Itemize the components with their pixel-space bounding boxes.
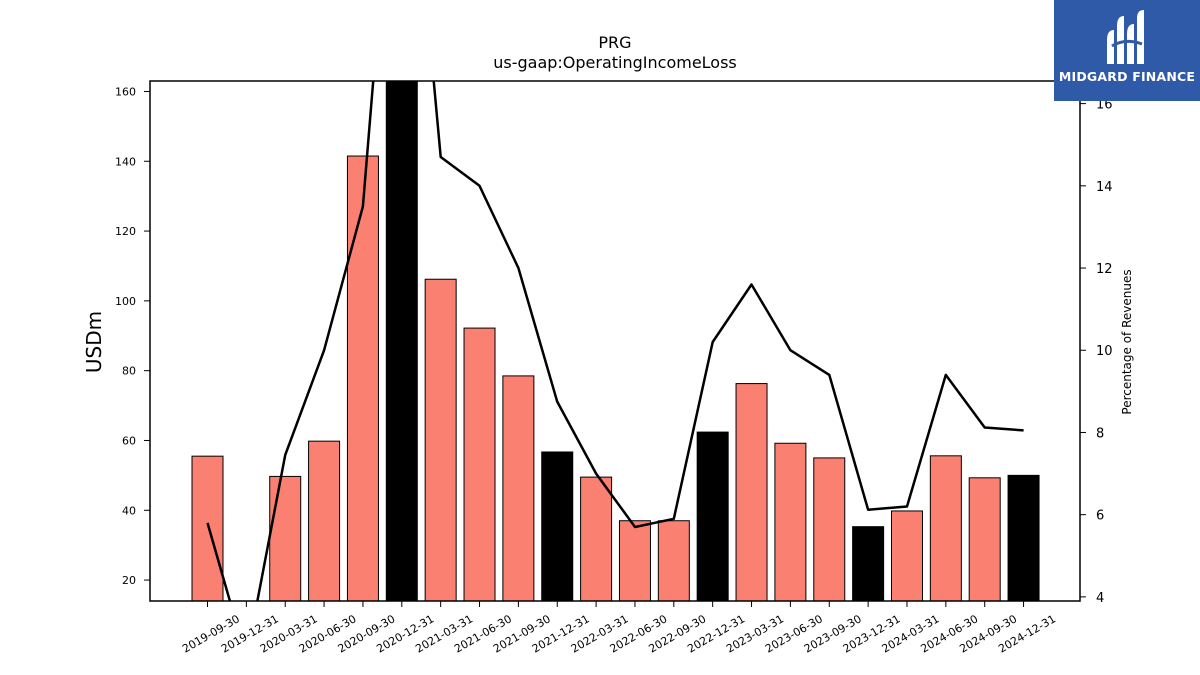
midgard-finance-logo: MIDGARD FINANCE (1054, 0, 1200, 101)
bar-2021-12-31 (541, 451, 574, 601)
y-tick-label: 140 (115, 155, 136, 168)
bar-2023-06-30 (774, 442, 807, 601)
midgard-logo-icon (1107, 10, 1144, 64)
y2-tick-label: 6 (1096, 509, 1104, 524)
bar-2024-12-31 (1007, 474, 1040, 601)
y-tick-label: 40 (122, 504, 136, 517)
line-series (206, 81, 1024, 601)
bar-2024-03-31 (890, 510, 923, 601)
y-tick-label: 120 (115, 225, 136, 238)
bar-2022-06-30 (618, 520, 651, 601)
y-axis-label: USDm (82, 311, 106, 373)
bar-2021-06-30 (463, 327, 496, 601)
y2-tick-label: 8 (1096, 426, 1104, 441)
bar-2020-09-30 (346, 155, 379, 601)
plot-frame (149, 80, 1081, 602)
x-axis: 2019-09-302019-12-312020-03-312020-06-30… (180, 601, 1058, 656)
bar-2020-03-31 (269, 475, 302, 601)
y-axis: 20 40 60 80 100 120 140 160 (115, 85, 150, 587)
y2-axis-label: Percentage of Revenues (1120, 269, 1134, 414)
bar-2021-09-30 (502, 375, 535, 601)
y2-tick-label: 4 (1096, 591, 1104, 606)
percentage-line (206, 81, 1024, 601)
bar-2024-06-30 (929, 455, 962, 601)
bar-2020-06-30 (308, 440, 341, 601)
y-tick-label: 80 (122, 365, 136, 378)
bar-2022-03-31 (580, 476, 613, 601)
y-tick-label: 100 (115, 295, 136, 308)
bar-2019-09-30 (191, 455, 224, 601)
y2-tick-label: 14 (1096, 180, 1113, 195)
bar-2024-09-30 (968, 477, 1001, 601)
bar-2023-12-31 (852, 526, 885, 601)
logo-text: MIDGARD FINANCE (1058, 69, 1196, 84)
bar-2023-03-31 (735, 383, 768, 601)
y-tick-label: 20 (122, 574, 136, 587)
bar-2023-09-30 (813, 457, 846, 601)
y-tick-label: 160 (115, 85, 136, 98)
bar-2022-09-30 (657, 520, 690, 601)
y2-axis: 4 6 8 10 12 14 16 (1080, 98, 1113, 606)
bar-2021-03-31 (424, 278, 457, 601)
y2-tick-label: 16 (1096, 98, 1113, 113)
bar-2022-12-31 (696, 431, 729, 601)
bar-series (191, 81, 1040, 601)
bar-2020-12-31 (385, 81, 418, 601)
chart-subtitle: us-gaap:OperatingIncomeLoss (493, 53, 737, 72)
y-tick-label: 60 (122, 434, 136, 447)
chart-title: PRG (598, 33, 631, 52)
y2-tick-label: 12 (1096, 262, 1113, 277)
y2-tick-label: 10 (1096, 344, 1113, 359)
